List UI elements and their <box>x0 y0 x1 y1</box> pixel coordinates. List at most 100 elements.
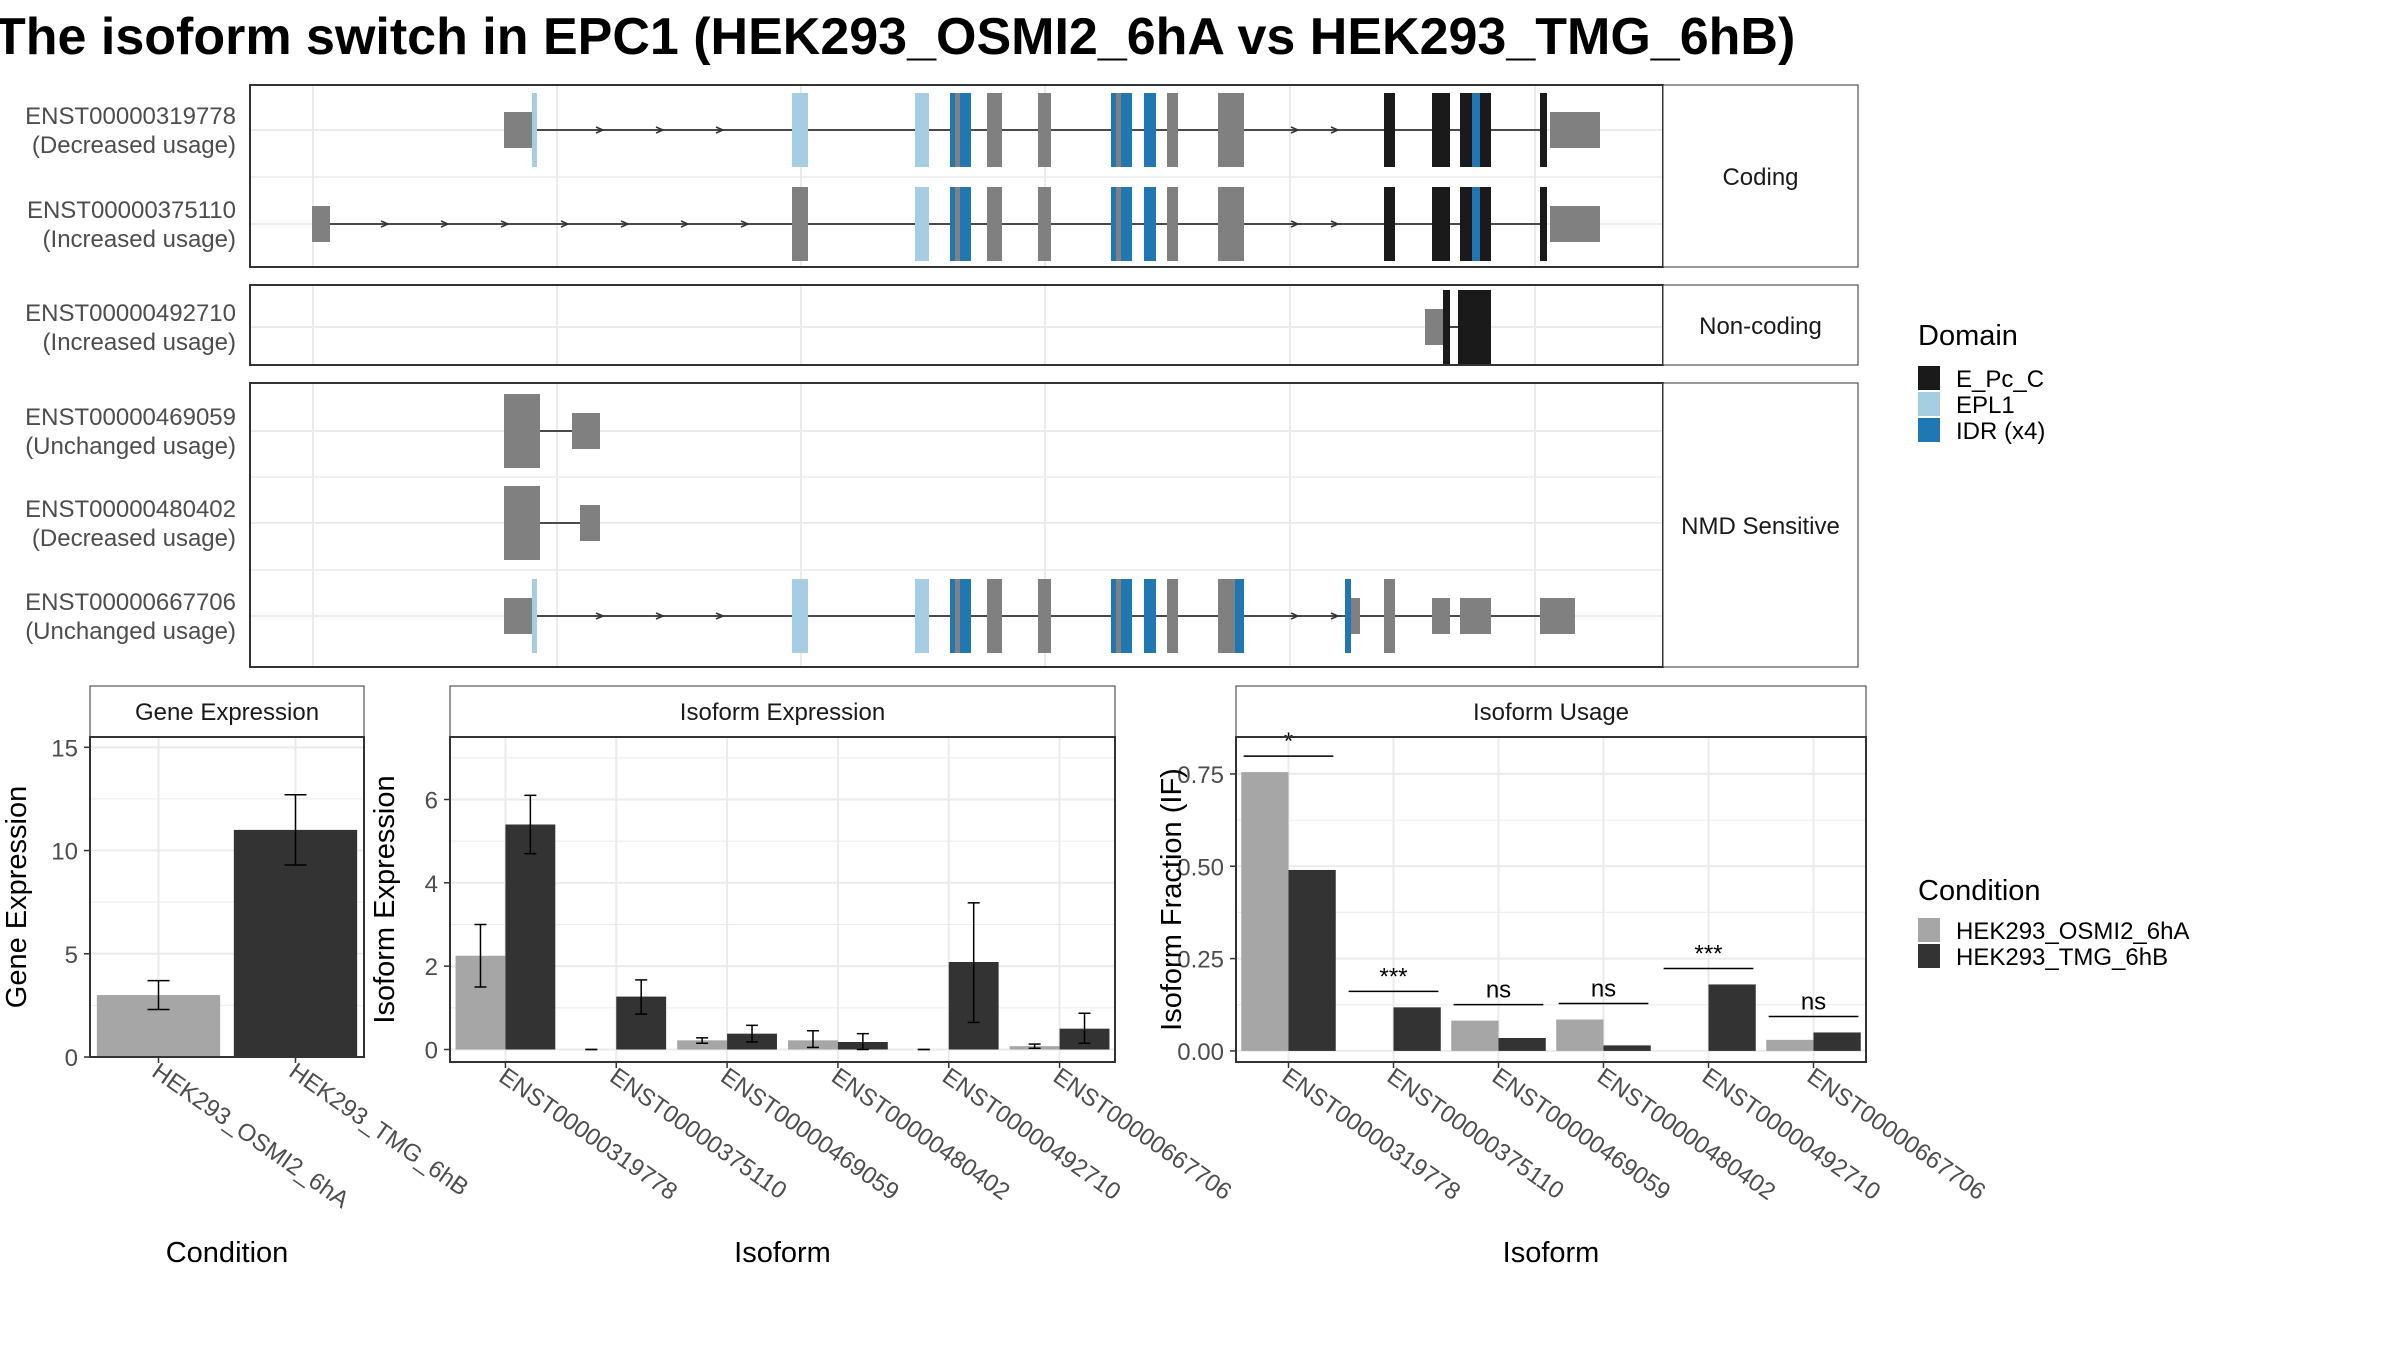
transcript-id-label: ENST00000319778 <box>25 103 236 130</box>
exon <box>1167 187 1178 261</box>
exon <box>1038 187 1051 261</box>
domain-idr <box>1235 579 1244 653</box>
significance-label: *** <box>1379 963 1407 990</box>
panel-strip-title: Gene Expression <box>135 699 319 726</box>
strand-arrow <box>500 220 510 228</box>
domain-idr <box>950 579 955 653</box>
domain-e-pc-c <box>1460 93 1472 167</box>
transcript-id-label: ENST00000480402 <box>25 496 236 523</box>
exon <box>1218 93 1244 167</box>
exon <box>1038 579 1051 653</box>
panel-strip-title: Isoform Expression <box>680 699 885 726</box>
exon <box>792 187 808 261</box>
bar <box>1603 1045 1651 1051</box>
strand-arrow <box>1290 126 1300 134</box>
domain-idr <box>960 579 971 653</box>
y-tick-label: 0 <box>425 1038 438 1065</box>
exon <box>1425 309 1443 345</box>
domain-idr <box>950 93 955 167</box>
strand-arrow <box>380 220 390 228</box>
domain-legend-label: EPL1 <box>1956 392 2015 419</box>
exon <box>1550 206 1600 242</box>
bar <box>1498 1037 1546 1051</box>
domain-e-pc-c <box>1460 187 1472 261</box>
y-axis-title: Isoform Fraction (IF) <box>1156 768 1188 1031</box>
x-tick-label: ENST00000375110 <box>1382 1063 1569 1205</box>
exon <box>987 579 1002 653</box>
x-axis-title: Isoform <box>734 1237 831 1269</box>
domain-e-pc-c <box>1443 290 1450 364</box>
domain-epl1 <box>532 579 537 653</box>
exon <box>1218 187 1244 261</box>
significance-label: * <box>1284 728 1293 755</box>
y-tick-label: 10 <box>51 839 78 866</box>
exon <box>1540 598 1575 634</box>
exon <box>1167 579 1178 653</box>
domain-epl1 <box>915 579 929 653</box>
domain-legend-swatch <box>1918 392 1940 416</box>
panel-border <box>89 736 365 1058</box>
domain-idr <box>950 187 955 261</box>
strand-arrow <box>680 220 690 228</box>
strand-arrow <box>1330 612 1340 620</box>
domain-legend-title: Domain <box>1918 320 2018 352</box>
strand-arrow <box>740 220 750 228</box>
y-tick-label: 6 <box>425 788 438 815</box>
domain-idr <box>1121 187 1132 261</box>
bar <box>677 1040 728 1050</box>
strand-arrow <box>595 612 605 620</box>
transcript-usage-label: (Increased usage) <box>43 329 236 356</box>
bar <box>1813 1032 1861 1051</box>
exon <box>987 187 1002 261</box>
transcript-structure-panel: ENST00000319778(Decreased usage)ENST0000… <box>25 84 1859 668</box>
y-tick-label: 0.50 <box>1177 854 1224 881</box>
domain-idr <box>1144 93 1156 167</box>
domain-epl1 <box>532 93 537 167</box>
exon <box>1384 579 1395 653</box>
domain-e-pc-c <box>1540 93 1547 167</box>
x-axis-title: Isoform <box>1503 1237 1600 1269</box>
domain-epl1 <box>792 93 808 167</box>
strand-arrow <box>715 126 725 134</box>
strand-arrow <box>655 126 665 134</box>
transcript-id-label: ENST00000375110 <box>27 197 236 224</box>
bar <box>1766 1039 1814 1051</box>
x-tick-label: ENST00000492710 <box>1697 1063 1885 1206</box>
exon <box>580 505 600 541</box>
domain-idr <box>1111 187 1116 261</box>
x-tick-label: ENST00000469059 <box>1487 1063 1675 1206</box>
domain-e-pc-c <box>1480 187 1491 261</box>
bar <box>1451 1020 1499 1051</box>
domain-idr <box>960 93 971 167</box>
domain-legend-label: IDR (x4) <box>1956 418 2045 445</box>
panel-strip <box>89 685 365 738</box>
bar <box>1556 1019 1604 1051</box>
exon <box>1167 93 1178 167</box>
transcript-usage-label: (Increased usage) <box>43 226 236 253</box>
x-tick-label: ENST00000469059 <box>716 1063 904 1206</box>
strand-arrow <box>1290 220 1300 228</box>
significance-label: ns <box>1801 988 1826 1015</box>
exon <box>504 112 535 148</box>
y-axis-title: Gene Expression <box>1 786 33 1008</box>
domain-idr <box>1121 579 1132 653</box>
transcript-usage-label: (Decreased usage) <box>32 525 236 552</box>
domain-legend-label: E_Pc_C <box>1956 366 2044 393</box>
significance-label: ns <box>1591 976 1616 1003</box>
strand-arrow <box>715 612 725 620</box>
x-tick-label: ENST00000375110 <box>605 1063 792 1205</box>
bar <box>1241 772 1289 1051</box>
exon <box>504 394 540 468</box>
domain-legend-swatch <box>1918 366 1940 390</box>
panel-strip-title: Isoform Usage <box>1473 699 1629 726</box>
condition-legend-label: HEK293_OSMI2_6hA <box>1956 918 2189 945</box>
exon <box>572 413 600 449</box>
domain-legend-swatch <box>1918 418 1940 442</box>
domain-idr <box>1144 579 1156 653</box>
panel-bg <box>1236 737 1866 1062</box>
domain-idr <box>1472 93 1480 167</box>
strand-arrow <box>560 220 570 228</box>
y-tick-label: 4 <box>425 871 438 898</box>
